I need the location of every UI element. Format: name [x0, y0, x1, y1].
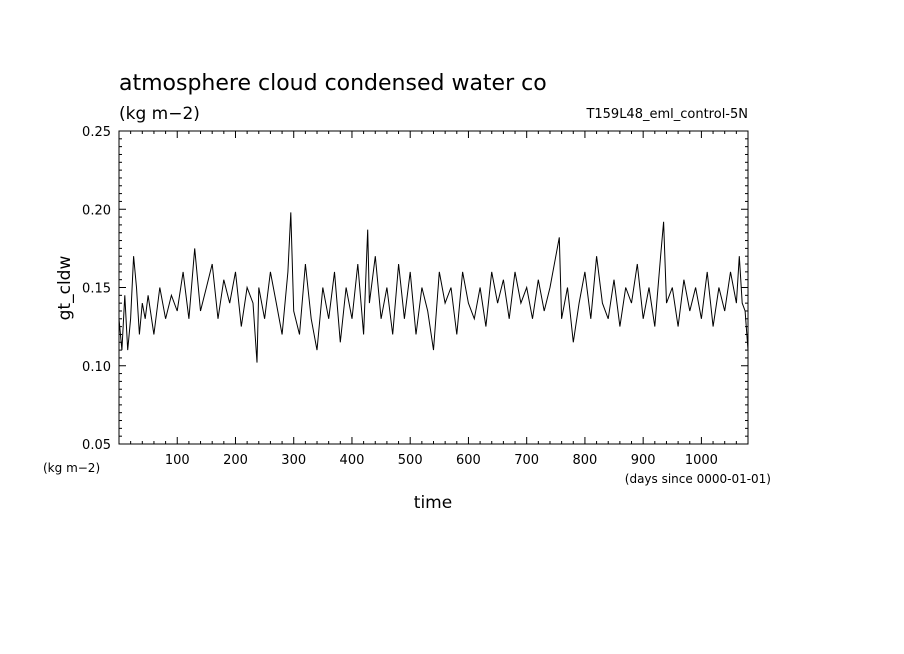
x-axis-label: time [414, 493, 452, 513]
x-tick-label: 400 [340, 453, 365, 468]
x-axis: 100 200 300 400 500 600 700 800 900 1000 [130, 131, 737, 468]
x-tick-label: 700 [514, 453, 539, 468]
y-tick-label: 0.25 [82, 125, 111, 140]
y-tick-label: 0.10 [82, 360, 111, 375]
y-axis: 0.05 0.10 0.15 0.20 0.25 [82, 125, 748, 453]
y-tick-label: 0.05 [82, 438, 111, 453]
plot-frame [118, 130, 749, 445]
y-tick-label: 0.15 [82, 282, 111, 297]
run-label: T159L48_eml_control-5N [585, 107, 748, 122]
x-tick-label: 800 [573, 453, 598, 468]
y-axis-label: gt_cldw [55, 256, 75, 321]
x-tick-label: 900 [631, 453, 656, 468]
x-tick-label: 100 [165, 453, 190, 468]
x-tick-label: 300 [281, 453, 306, 468]
x-tick-label: 1000 [685, 453, 718, 468]
y-tick-label: 0.20 [82, 203, 111, 218]
y-axis-units: (kg m−2) [43, 461, 100, 475]
chart-title: atmosphere cloud condensed water co [119, 71, 547, 96]
x-tick-label: 200 [223, 453, 248, 468]
x-tick-label: 600 [456, 453, 481, 468]
x-axis-units: (days since 0000-01-01) [625, 472, 771, 486]
chart-subtitle-units: (kg m−2) [119, 104, 200, 124]
series-line-gt-cldw [118, 212, 749, 363]
x-tick-label: 500 [398, 453, 423, 468]
